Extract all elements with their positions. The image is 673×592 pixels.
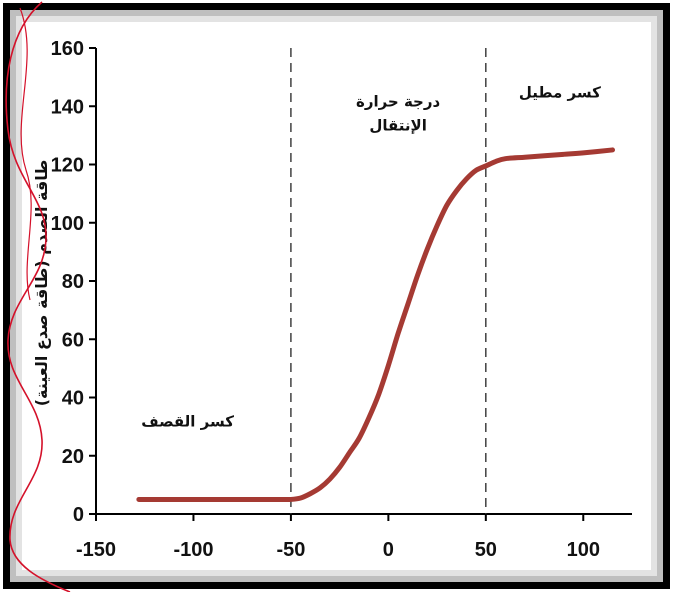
- x-tick-label: -100: [173, 539, 213, 561]
- x-tick-label: -50: [276, 539, 305, 561]
- series-group: [136, 147, 616, 503]
- region-label: كسر القصف: [141, 413, 234, 431]
- y-tick-label: 40: [62, 388, 84, 410]
- region-label-line: الإنتقال: [369, 116, 427, 134]
- region-label: كسر مطيل: [519, 84, 601, 102]
- y-tick-label: 140: [51, 96, 84, 118]
- region-label-line: كسر القصف: [141, 413, 234, 431]
- y-tick-label: 160: [51, 38, 84, 60]
- y-tick-label: 0: [73, 504, 84, 526]
- region-labels: كسر القصف درجة حرارة الإنتقال كسر مطيل: [141, 84, 601, 431]
- x-tick-label: -150: [76, 539, 116, 561]
- y-tick-label: 80: [62, 271, 84, 293]
- y-axis-label: طاقة الصدم (طاقة صدع العينة): [32, 160, 51, 407]
- y-tick-label: 60: [62, 329, 84, 351]
- x-tick-label: 0: [383, 539, 394, 561]
- x-tick-label: 100: [567, 539, 600, 561]
- y-tick-label: 20: [62, 446, 84, 468]
- region-label: درجة حرارة الإنتقال: [356, 92, 441, 134]
- region-label-line: كسر مطيل: [519, 84, 601, 102]
- region-label-line: درجة حرارة: [356, 92, 441, 110]
- hand-drawn-annotation-curve: [5, 1, 71, 592]
- axes-group: 0 20 40 60 80 100 120 140 160 -150 -100 -50 0 50 100: [51, 38, 632, 561]
- x-tick-label: 50: [475, 539, 497, 561]
- series-line: [136, 147, 616, 503]
- hand-drawn-annotation-loop: [19, 7, 32, 301]
- y-tick-label: 120: [51, 155, 84, 177]
- plot-panel: [22, 22, 651, 570]
- y-tick-label: 100: [51, 213, 84, 235]
- divider-lines: [290, 48, 487, 514]
